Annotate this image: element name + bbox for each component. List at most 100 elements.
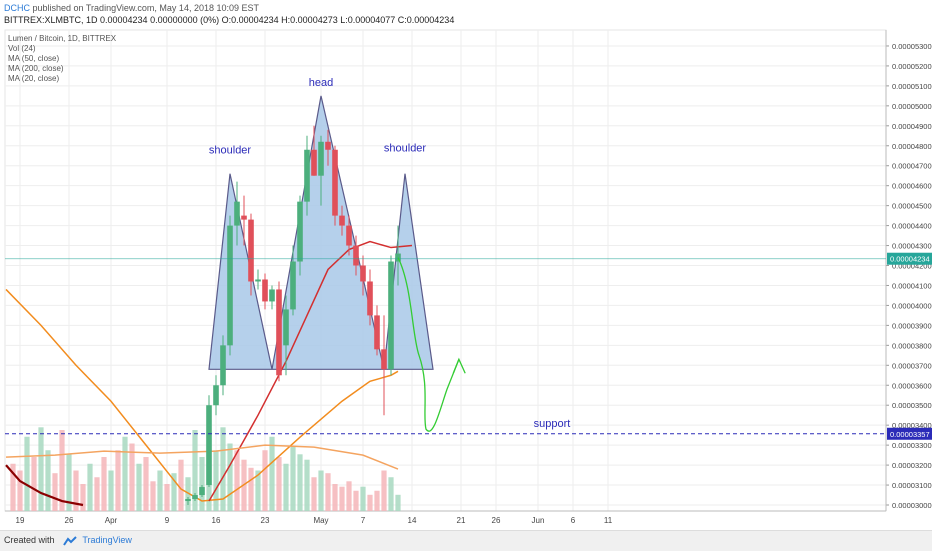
price-tick-label: 0.00003900 <box>892 321 932 330</box>
price-tick-label: 0.00005200 <box>892 62 932 71</box>
symbol-title: Lumen / Bitcoin, 1D, BITTREX <box>8 34 117 43</box>
price-tick-label: 0.00003000 <box>892 501 932 510</box>
candle-body <box>241 215 247 220</box>
candle-body <box>346 225 352 246</box>
price-tick-label: 0.00004800 <box>892 142 932 151</box>
time-tick-label: 14 <box>408 516 417 525</box>
volume-bar <box>143 457 149 511</box>
volume-bar <box>164 484 170 511</box>
volume-bar <box>10 463 16 511</box>
price-tick-label: 0.00003100 <box>892 481 932 490</box>
candle-body <box>304 149 310 202</box>
price-tick-label: 0.00003200 <box>892 461 932 470</box>
chart-header: DCHC published on TradingView.com, May 1… <box>0 0 932 28</box>
volume-bar <box>17 470 23 511</box>
support-price-label: 0.00003357 <box>890 430 930 439</box>
volume-bar <box>248 467 254 511</box>
volume-bar <box>192 430 198 511</box>
legend-ma200[interactable]: MA (200, close) <box>8 64 64 73</box>
price-chart[interactable]: 0.00003000 0.00003100 0.00003200 0.00003300… <box>0 28 932 530</box>
footer-bar: Created with TradingView <box>0 530 932 551</box>
volume-bar <box>66 454 72 511</box>
time-tick-label: 19 <box>16 516 25 525</box>
pattern-label: shoulder <box>209 145 252 157</box>
volume-bar <box>227 443 233 511</box>
price-tick-label: 0.00003800 <box>892 341 932 350</box>
publish-info: DCHC published on TradingView.com, May 1… <box>4 3 259 13</box>
support-annotation: support <box>534 418 571 430</box>
price-tick-label: 0.00005300 <box>892 42 932 51</box>
price-tick-label: 0.00003300 <box>892 441 932 450</box>
author-name[interactable]: DCHC <box>4 3 30 13</box>
volume-bar <box>332 484 338 511</box>
candle-body <box>213 385 219 406</box>
candle-body <box>318 141 324 176</box>
volume-bar <box>178 459 184 511</box>
projection-path <box>397 257 460 432</box>
volume-bar <box>367 494 373 511</box>
projection-arrowhead <box>452 357 466 374</box>
ma-line <box>5 464 84 507</box>
candle-body <box>290 261 296 310</box>
volume-bar <box>290 446 296 511</box>
price-tick-label: 0.00003400 <box>892 421 932 430</box>
volume-bar <box>38 427 44 511</box>
price-tick-label: 0.00004200 <box>892 262 932 271</box>
publish-text: published on TradingView.com, May 14, 20… <box>32 3 259 13</box>
price-tick-label: 0.00004600 <box>892 182 932 191</box>
current-price-tag <box>887 252 932 265</box>
volume-bar <box>304 459 310 511</box>
volume-bar <box>80 484 86 511</box>
volume-bar <box>276 457 282 511</box>
candle-body <box>276 289 282 376</box>
candle-body <box>199 487 205 496</box>
volume-bar <box>346 481 352 511</box>
candle-body <box>360 265 366 282</box>
volume-bar <box>122 436 128 511</box>
legend-ma20[interactable]: MA (20, close) <box>8 74 60 83</box>
volume-bar <box>59 430 65 511</box>
volume-bar <box>45 450 51 511</box>
volume-bar <box>213 450 219 511</box>
time-tick-label: 26 <box>65 516 74 525</box>
time-tick-label: 6 <box>571 516 576 525</box>
volume-bar <box>220 427 226 511</box>
volume-bar <box>388 477 394 511</box>
time-tick-label: 26 <box>492 516 501 525</box>
price-tick-label: 0.00003500 <box>892 401 932 410</box>
candle-body <box>255 279 261 282</box>
legend-ma50[interactable]: MA (50, close) <box>8 54 60 63</box>
price-tick-label: 0.00004900 <box>892 122 932 131</box>
price-tick-label: 0.00004000 <box>892 301 932 310</box>
candle-body <box>332 149 338 216</box>
support-price-tag <box>887 427 932 440</box>
time-tick-label: 23 <box>261 516 270 525</box>
created-with-text: Created with <box>4 535 55 545</box>
volume-bar <box>318 470 324 511</box>
candle-body <box>206 405 212 486</box>
volume-bar <box>311 477 317 511</box>
candle-body <box>339 215 345 226</box>
price-tick-label: 0.00005000 <box>892 102 932 111</box>
volume-bar <box>87 463 93 511</box>
legend-vol[interactable]: Vol (24) <box>8 44 36 53</box>
volume-bar <box>234 450 240 511</box>
time-tick-label: 16 <box>212 516 221 525</box>
volume-bar <box>136 463 142 511</box>
price-tick-label: 0.00004300 <box>892 242 932 251</box>
volume-bar <box>94 477 100 511</box>
candle-body <box>325 141 331 150</box>
volume-bar <box>185 477 191 511</box>
current-price-label: 0.00004234 <box>890 255 930 264</box>
tradingview-brand[interactable]: TradingView <box>82 535 132 545</box>
volume-bar <box>269 436 275 511</box>
price-tick-label: 0.00005100 <box>892 82 932 91</box>
candle-body <box>234 201 240 226</box>
pattern-label: shoulder <box>384 143 427 155</box>
time-tick-label: 7 <box>361 516 366 525</box>
volume-bar <box>255 470 261 511</box>
created-with: Created with TradingView <box>4 535 132 546</box>
candle-body <box>269 289 275 302</box>
volume-bar <box>129 443 135 511</box>
time-tick-label: May <box>313 516 328 525</box>
